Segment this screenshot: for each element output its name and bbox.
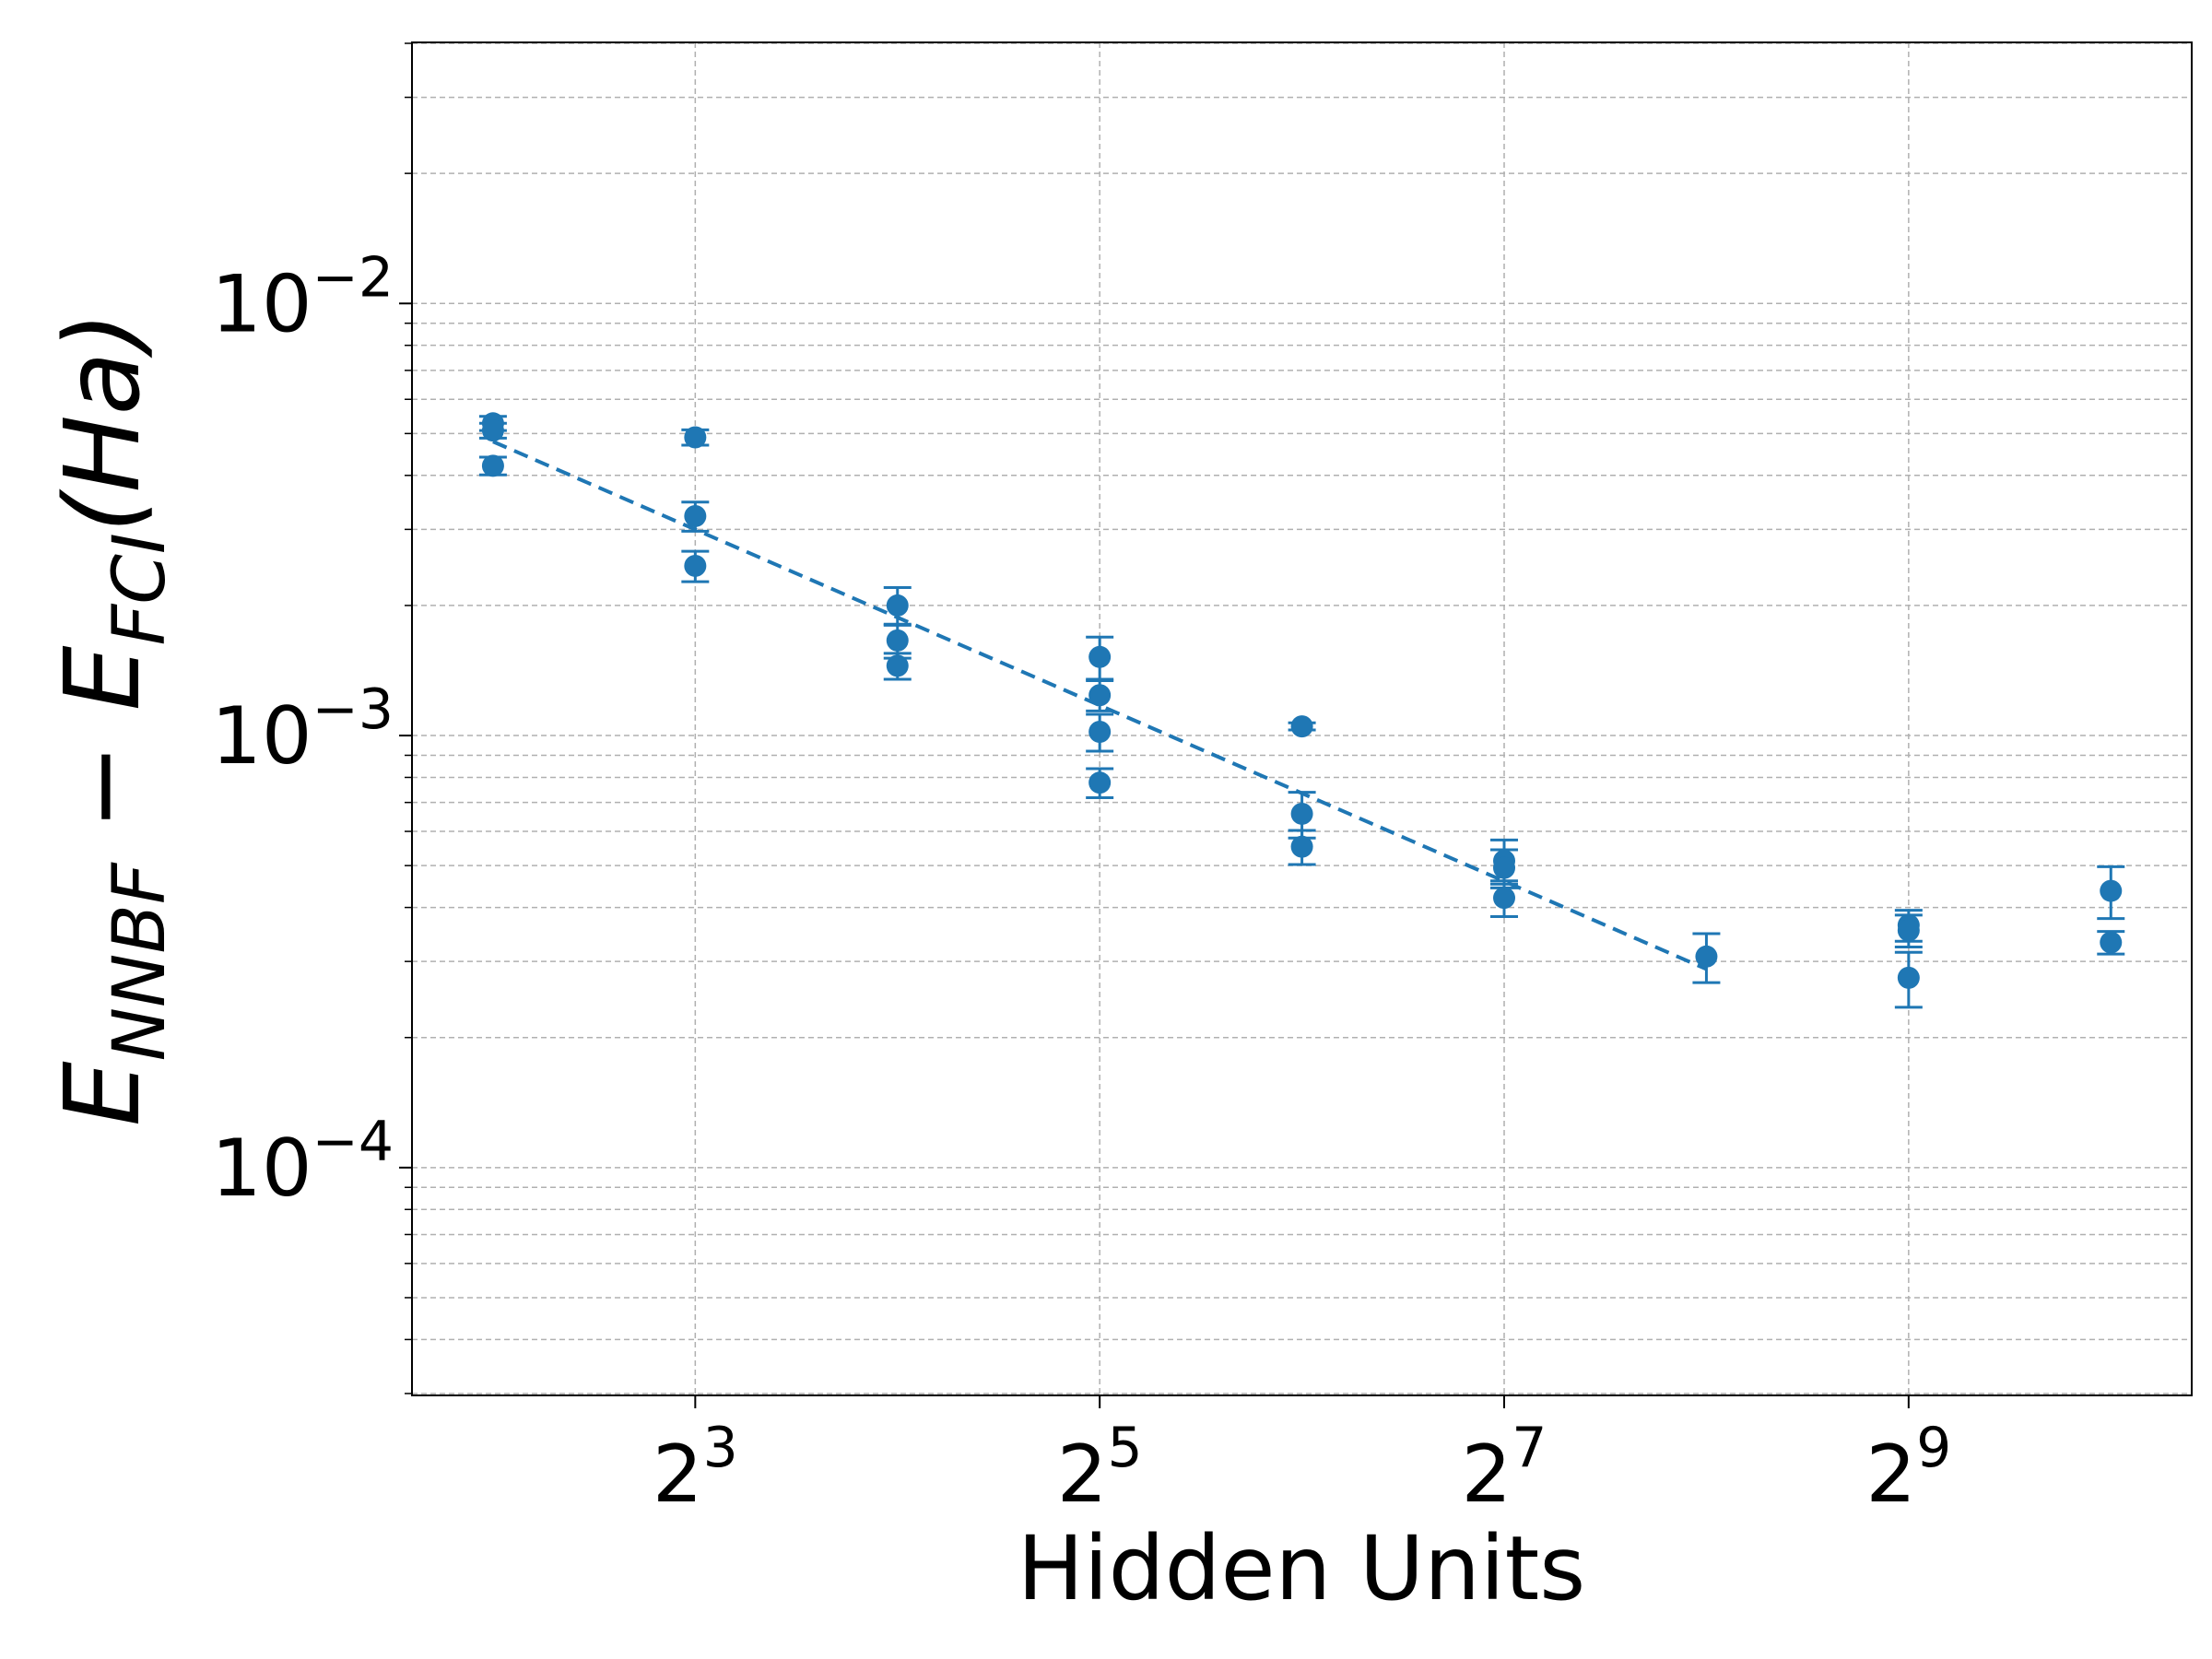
x-tick-label: 27 — [1462, 1416, 1547, 1521]
data-point — [2100, 879, 2123, 902]
tick-base: 2 — [1057, 1429, 1108, 1521]
label-subscript: FCI — [99, 533, 182, 645]
data-point — [886, 594, 909, 617]
data-point — [886, 654, 909, 677]
y-axis-label: ENNBF − EFCI(Ha) — [43, 312, 182, 1126]
tick-exponent: −3 — [312, 677, 394, 742]
tick-exponent: 5 — [1107, 1416, 1142, 1480]
x-tick-label: 23 — [653, 1416, 738, 1521]
data-point — [481, 419, 504, 442]
data-point — [1088, 645, 1112, 668]
data-point — [1290, 715, 1313, 738]
tick-exponent: 3 — [703, 1416, 738, 1480]
data-point — [684, 426, 707, 449]
tick-base: 10 — [211, 1123, 312, 1215]
data-point — [684, 504, 707, 527]
y-tick-label: 10−4 — [211, 1110, 394, 1215]
tick-base: 2 — [1865, 1429, 1916, 1521]
data-point — [1088, 721, 1112, 744]
data-point — [1493, 887, 1516, 910]
data-point — [1290, 835, 1313, 858]
x-tick-label: 29 — [1865, 1416, 1951, 1521]
data-point — [1088, 684, 1112, 707]
x-tick-label: 25 — [1057, 1416, 1143, 1521]
plot-frame — [411, 41, 2193, 1396]
data-point — [1897, 919, 1920, 942]
data-point — [1088, 771, 1112, 794]
tick-base: 2 — [1462, 1429, 1512, 1521]
data-point — [1897, 966, 1920, 989]
tick-exponent: −2 — [312, 245, 394, 310]
tick-base: 2 — [653, 1429, 703, 1521]
tick-exponent: 7 — [1512, 1416, 1547, 1480]
label-part: (Ha) — [43, 312, 163, 533]
label-part: − E — [43, 645, 163, 863]
x-axis-label: Hidden Units — [1018, 1517, 1586, 1620]
label-subscript: NNBF — [99, 862, 182, 1061]
tick-base: 10 — [211, 258, 312, 350]
data-point — [1695, 945, 1718, 968]
data-point — [2100, 931, 2123, 954]
data-point — [684, 554, 707, 577]
tick-exponent: 9 — [1916, 1416, 1951, 1480]
tick-exponent: −4 — [312, 1110, 394, 1174]
tick-base: 10 — [211, 690, 312, 782]
data-point — [1493, 856, 1516, 879]
data-point — [886, 629, 909, 652]
y-tick-label: 10−2 — [211, 245, 394, 350]
data-point — [481, 454, 504, 477]
data-point — [1290, 802, 1313, 825]
label-part: E — [43, 1061, 163, 1126]
y-tick-label: 10−3 — [211, 677, 394, 782]
